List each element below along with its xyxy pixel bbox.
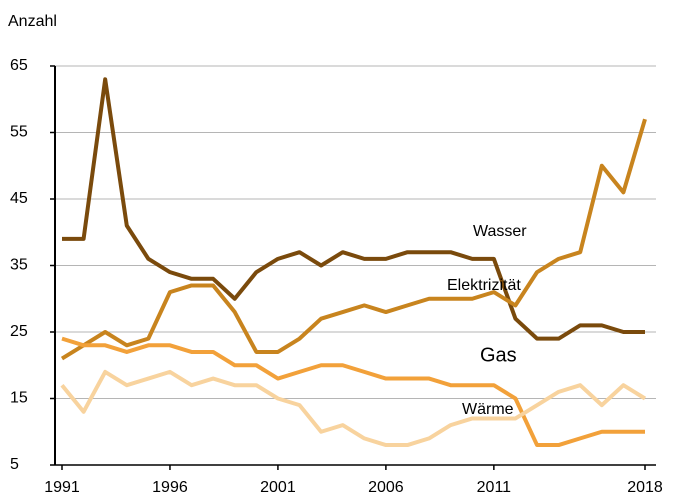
x-tick-label: 2018	[627, 479, 663, 496]
x-tick-label: 1991	[44, 479, 80, 496]
y-tick-label: 25	[10, 323, 28, 340]
series-label: Wasser	[473, 223, 527, 240]
y-tick-label: 45	[10, 190, 28, 207]
y-tick-label: 15	[10, 390, 28, 407]
series-line	[60, 118, 647, 361]
x-tick-label: 1996	[152, 479, 188, 496]
series-line	[62, 77, 645, 341]
y-tick-label: 55	[10, 124, 28, 141]
series-label: Gas	[480, 344, 517, 366]
series-line	[61, 336, 645, 448]
series-label: Elektrizität	[447, 277, 521, 294]
x-tick-label: 2011	[477, 479, 512, 496]
x-tick-label: 2006	[368, 479, 404, 496]
y-tick-label: 5	[10, 456, 19, 473]
x-tick-label: 2001	[260, 479, 296, 496]
y-tick-label: 35	[10, 257, 28, 274]
y-axis-label: Anzahl	[8, 13, 57, 30]
series-line	[60, 369, 647, 448]
y-tick-label: 65	[10, 57, 28, 74]
series-label: Wärme	[462, 401, 514, 418]
